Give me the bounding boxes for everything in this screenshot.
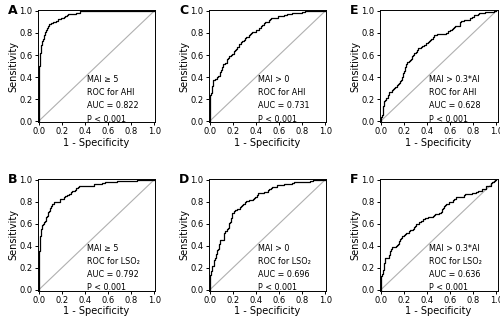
X-axis label: 1 - Specificity: 1 - Specificity	[64, 138, 130, 147]
Text: B: B	[8, 173, 18, 186]
Y-axis label: Sensitivity: Sensitivity	[8, 209, 18, 260]
X-axis label: 1 - Specificity: 1 - Specificity	[234, 138, 300, 147]
Y-axis label: Sensitivity: Sensitivity	[350, 41, 360, 92]
Text: MAI ≥ 5
ROC for AHI
AUC = 0.822
P < 0.001: MAI ≥ 5 ROC for AHI AUC = 0.822 P < 0.00…	[87, 75, 139, 124]
Y-axis label: Sensitivity: Sensitivity	[179, 209, 189, 260]
Text: MAI > 0.3*AI
ROC for LSO₂
AUC = 0.636
P < 0.001: MAI > 0.3*AI ROC for LSO₂ AUC = 0.636 P …	[429, 244, 482, 292]
Text: MAI > 0.3*AI
ROC for AHI
AUC = 0.628
P < 0.001: MAI > 0.3*AI ROC for AHI AUC = 0.628 P <…	[429, 75, 480, 124]
Y-axis label: Sensitivity: Sensitivity	[8, 41, 18, 92]
Y-axis label: Sensitivity: Sensitivity	[350, 209, 360, 260]
Text: MAI > 0
ROC for AHI
AUC = 0.731
P < 0.001: MAI > 0 ROC for AHI AUC = 0.731 P < 0.00…	[258, 75, 310, 124]
Text: MAI > 0
ROC for LSO₂
AUC = 0.696
P < 0.001: MAI > 0 ROC for LSO₂ AUC = 0.696 P < 0.0…	[258, 244, 311, 292]
Text: F: F	[350, 173, 358, 186]
Text: A: A	[8, 4, 18, 17]
Text: C: C	[179, 4, 188, 17]
X-axis label: 1 - Specificity: 1 - Specificity	[234, 306, 300, 316]
Text: E: E	[350, 4, 358, 17]
X-axis label: 1 - Specificity: 1 - Specificity	[64, 306, 130, 316]
X-axis label: 1 - Specificity: 1 - Specificity	[406, 138, 471, 147]
Text: MAI ≥ 5
ROC for LSO₂
AUC = 0.792
P < 0.001: MAI ≥ 5 ROC for LSO₂ AUC = 0.792 P < 0.0…	[87, 244, 140, 292]
Y-axis label: Sensitivity: Sensitivity	[179, 41, 189, 92]
X-axis label: 1 - Specificity: 1 - Specificity	[406, 306, 471, 316]
Text: D: D	[179, 173, 190, 186]
